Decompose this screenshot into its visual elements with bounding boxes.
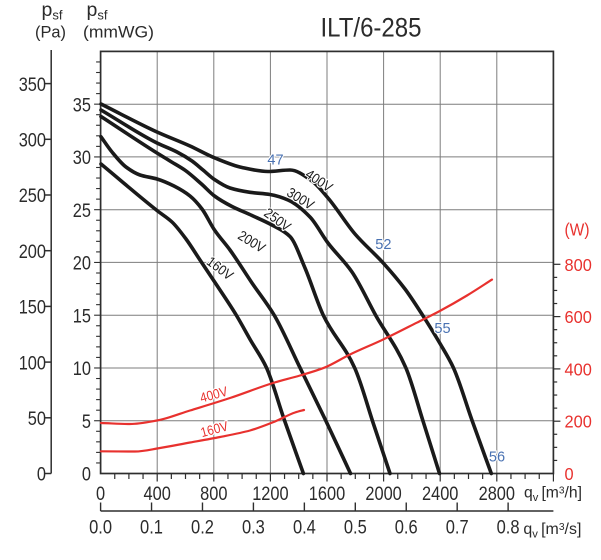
svg-text:10: 10 <box>73 358 91 380</box>
svg-text:2400: 2400 <box>422 483 459 505</box>
svg-text:qv [m3/s]: qv [m3/s] <box>523 521 581 541</box>
svg-text:0.0: 0.0 <box>89 517 112 539</box>
svg-text:20: 20 <box>73 253 91 275</box>
svg-text:35: 35 <box>73 94 91 116</box>
svg-text:100: 100 <box>19 352 46 374</box>
svg-text:qv [m3/h]: qv [m3/h] <box>524 485 582 505</box>
svg-text:200: 200 <box>565 412 593 432</box>
svg-text:56: 56 <box>489 449 505 466</box>
svg-text:0: 0 <box>37 464 46 486</box>
svg-text:(mmWG): (mmWG) <box>83 23 154 42</box>
svg-text:1200: 1200 <box>252 483 289 505</box>
svg-text:0.4: 0.4 <box>293 517 316 539</box>
svg-text:0.3: 0.3 <box>242 517 265 539</box>
svg-text:5: 5 <box>82 411 91 433</box>
svg-text:300: 300 <box>19 130 46 152</box>
svg-text:50: 50 <box>28 408 46 430</box>
svg-text:0.6: 0.6 <box>395 517 418 539</box>
svg-text:250: 250 <box>19 185 46 207</box>
svg-text:800: 800 <box>200 483 227 505</box>
svg-text:15: 15 <box>73 305 91 327</box>
svg-text:600: 600 <box>565 307 593 327</box>
svg-text:0.5: 0.5 <box>344 517 367 539</box>
svg-text:ILT/6-285: ILT/6-285 <box>321 13 422 43</box>
svg-text:2000: 2000 <box>365 483 402 505</box>
svg-text:0: 0 <box>565 464 574 484</box>
svg-text:800: 800 <box>565 255 593 275</box>
svg-text:400: 400 <box>565 359 593 379</box>
svg-text:0: 0 <box>82 464 91 486</box>
svg-text:1600: 1600 <box>309 483 346 505</box>
svg-text:2800: 2800 <box>479 483 516 505</box>
svg-text:47: 47 <box>267 152 283 169</box>
svg-text:0.8: 0.8 <box>497 517 520 539</box>
svg-text:150: 150 <box>19 297 46 319</box>
svg-text:25: 25 <box>73 200 91 222</box>
svg-text:400: 400 <box>144 483 171 505</box>
svg-text:200: 200 <box>19 241 46 263</box>
svg-text:30: 30 <box>73 147 91 169</box>
svg-text:52: 52 <box>375 236 391 253</box>
svg-text:0: 0 <box>96 483 105 505</box>
svg-text:350: 350 <box>19 74 46 96</box>
svg-text:(Pa): (Pa) <box>35 23 66 42</box>
svg-text:0.1: 0.1 <box>140 517 163 539</box>
svg-text:(W): (W) <box>565 220 590 240</box>
svg-text:55: 55 <box>434 320 450 337</box>
svg-text:0.7: 0.7 <box>446 517 469 539</box>
svg-text:0.2: 0.2 <box>191 517 214 539</box>
